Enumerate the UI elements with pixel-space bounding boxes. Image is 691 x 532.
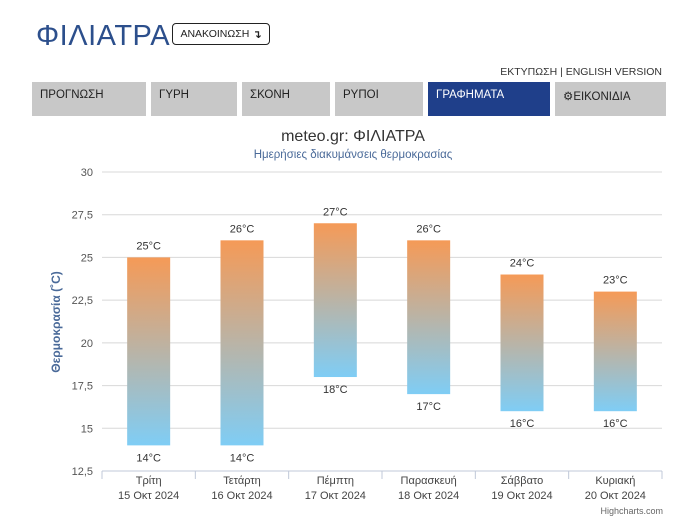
city-title: ΦΙΛΙΑΤΡΑ xyxy=(36,20,171,52)
temperature-range-bar[interactable] xyxy=(500,274,544,412)
grid-layer: 12,5 15 17,5 20 22,5 25 27,5 30 xyxy=(72,167,663,479)
high-temp-label: 23°C xyxy=(603,275,628,287)
x-tick-day-label: Σάββατο xyxy=(501,475,543,487)
x-tick-day-label: Κυριακή xyxy=(595,475,635,487)
chart-title: meteo.gr: ΦΙΛΙΑΤΡΑ xyxy=(281,128,425,145)
tab-label: ΓΥΡΗ xyxy=(159,89,189,101)
temperature-range-bar[interactable] xyxy=(127,257,171,446)
low-temp-label: 14°C xyxy=(230,452,255,464)
highcharts-credit[interactable]: Highcharts.com xyxy=(600,506,663,516)
tab-widgets[interactable]: ⚙ΕΙΚΟΝΙΔΙΑ xyxy=(555,82,666,116)
gear-icon: ⚙ xyxy=(563,91,574,103)
high-temp-label: 26°C xyxy=(230,223,255,235)
high-temp-label: 26°C xyxy=(416,223,441,235)
x-tick-date-label: 19 Οκτ 2024 xyxy=(491,490,552,502)
low-temp-label: 16°C xyxy=(510,418,535,430)
y-tick-label: 15 xyxy=(81,423,93,435)
tab-label: ΣΚΟΝΗ xyxy=(250,89,290,101)
labels-layer: 25°C 14°C Τρίτη 15 Οκτ 2024 26°C 14°C Τετάρτη 1… xyxy=(118,206,646,502)
x-tick-day-label: Παρασκευή xyxy=(401,475,457,487)
announcement-button[interactable]: ΑΝΑΚΟΙΝΩΣΗ ↴ xyxy=(172,23,270,45)
tab-label: ΓΡΑΦΗΜΑΤΑ xyxy=(436,89,505,101)
temperature-range-bar[interactable] xyxy=(313,223,357,378)
tab-label: ΡΥΠΟΙ xyxy=(343,89,379,101)
tab-label: ΠΡΟΓΝΩΣΗ xyxy=(40,89,104,101)
tab-label: ΕΙΚΟΝΙΔΙΑ xyxy=(573,91,631,103)
x-tick-date-label: 18 Οκτ 2024 xyxy=(398,490,459,502)
x-tick-day-label: Τετάρτη xyxy=(223,475,261,487)
x-tick-day-label: Πέμπτη xyxy=(317,475,354,487)
high-temp-label: 25°C xyxy=(136,240,161,252)
high-temp-label: 24°C xyxy=(510,258,535,270)
tab-pollen[interactable]: ΓΥΡΗ xyxy=(151,82,237,116)
y-tick-label: 12,5 xyxy=(72,466,93,478)
low-temp-label: 16°C xyxy=(603,418,628,430)
y-axis-title: Θερμοκρασία (˚C) xyxy=(49,271,63,373)
x-tick-date-label: 20 Οκτ 2024 xyxy=(585,490,646,502)
low-temp-label: 18°C xyxy=(323,384,348,396)
x-tick-day-label: Τρίτη xyxy=(136,475,162,487)
chart-subtitle: Ημερήσιες διακυμάνσεις θερμοκρασίας xyxy=(254,149,453,161)
low-temp-label: 17°C xyxy=(416,401,441,413)
announcement-label: ΑΝΑΚΟΙΝΩΣΗ xyxy=(180,28,250,40)
tab-forecast[interactable]: ΠΡΟΓΝΩΣΗ xyxy=(32,82,146,116)
temperature-range-bar[interactable] xyxy=(593,291,637,412)
top-links: ΕΚΤΥΠΩΣΗ | ENGLISH VERSION xyxy=(500,66,662,78)
tab-dust[interactable]: ΣΚΟΝΗ xyxy=(242,82,330,116)
x-tick-date-label: 16 Οκτ 2024 xyxy=(211,490,272,502)
links-separator: | xyxy=(557,66,566,78)
x-tick-date-label: 17 Οκτ 2024 xyxy=(305,490,366,502)
english-version-link[interactable]: ENGLISH VERSION xyxy=(565,66,662,78)
arrow-down-icon: ↴ xyxy=(252,28,262,41)
y-tick-label: 22,5 xyxy=(72,295,93,307)
low-temp-label: 14°C xyxy=(136,452,161,464)
high-temp-label: 27°C xyxy=(323,206,348,218)
x-tick-date-label: 15 Οκτ 2024 xyxy=(118,490,179,502)
temperature-range-bar[interactable] xyxy=(220,240,264,446)
y-tick-label: 20 xyxy=(81,338,93,350)
y-tick-label: 17,5 xyxy=(72,381,93,393)
tab-pollutants[interactable]: ΡΥΠΟΙ xyxy=(335,82,423,116)
temperature-range-chart: meteo.gr: ΦΙΛΙΑΤΡΑ Ημερήσιες διακυμάνσει… xyxy=(49,128,663,502)
tab-charts[interactable]: ΓΡΑΦΗΜΑΤΑ xyxy=(428,82,550,116)
bars-layer xyxy=(127,223,637,446)
tab-bar: ΠΡΟΓΝΩΣΗ ΓΥΡΗ ΣΚΟΝΗ ΡΥΠΟΙ ΓΡΑΦΗΜΑΤΑ ⚙ΕΙΚ… xyxy=(32,82,666,116)
temperature-range-bar[interactable] xyxy=(407,240,451,395)
print-link[interactable]: ΕΚΤΥΠΩΣΗ xyxy=(500,66,558,78)
y-tick-label: 25 xyxy=(81,252,93,264)
y-tick-label: 27,5 xyxy=(72,210,93,222)
y-tick-label: 30 xyxy=(81,167,93,179)
